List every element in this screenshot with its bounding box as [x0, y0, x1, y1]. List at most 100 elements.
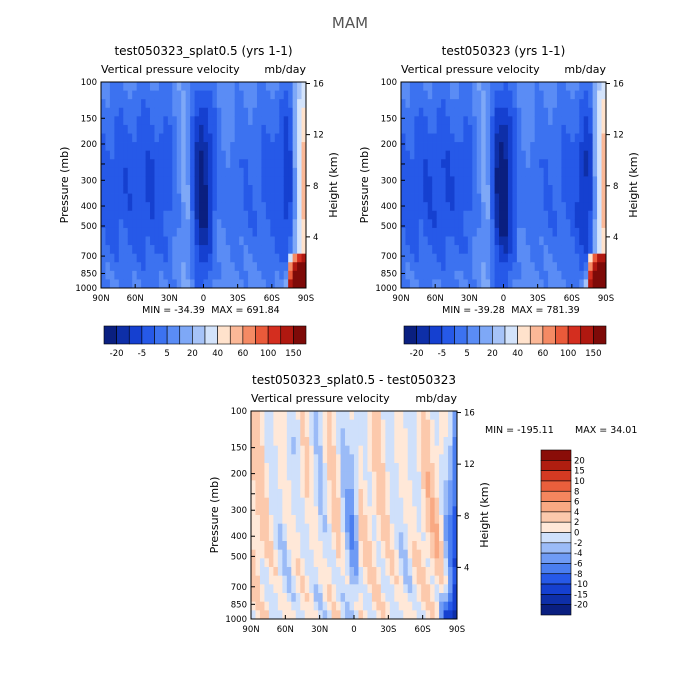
y-tick-label: 400	[81, 202, 97, 212]
field-cell	[601, 150, 607, 160]
field-cell	[304, 437, 310, 447]
field-cell	[230, 185, 236, 194]
field-cell	[401, 227, 406, 237]
field-cell	[434, 428, 440, 438]
field-cell	[259, 575, 265, 585]
field-cell	[354, 463, 359, 473]
field-cell	[432, 202, 438, 212]
field-cell	[439, 471, 444, 481]
field-cell	[291, 445, 297, 455]
field-cell	[403, 523, 409, 533]
field-cell	[412, 489, 418, 499]
field-cell	[430, 445, 436, 455]
field-cell	[548, 176, 553, 186]
field-cell	[318, 567, 324, 577]
field-cell	[385, 497, 391, 507]
field-cell	[485, 82, 491, 91]
field-cell	[313, 445, 319, 455]
field-cell	[521, 82, 527, 91]
field-cell	[295, 584, 301, 594]
field-cell	[565, 245, 571, 255]
field-cell	[301, 150, 307, 160]
field-cell	[286, 575, 292, 585]
field-cell	[349, 532, 355, 542]
field-cell	[443, 532, 449, 542]
field-cell	[423, 236, 429, 246]
field-cell	[380, 523, 386, 533]
field-cell	[601, 236, 607, 246]
field-cell	[597, 270, 602, 280]
field-cell	[354, 532, 359, 542]
field-cell	[101, 124, 106, 134]
field-cell	[234, 279, 240, 289]
field-cell	[597, 202, 602, 212]
field-cell	[230, 142, 236, 152]
colorbar-label: 5	[164, 349, 169, 359]
field-cell	[172, 245, 178, 255]
field-cell	[331, 610, 337, 620]
field-cell	[358, 575, 364, 585]
field-cell	[212, 116, 218, 126]
field-cell	[485, 219, 491, 229]
field-cell	[436, 99, 442, 109]
field-cell	[362, 549, 368, 559]
field-cell	[300, 428, 306, 438]
field-cell	[565, 159, 571, 169]
field-cell	[463, 270, 469, 280]
field-cell	[556, 133, 562, 143]
field-cell	[414, 150, 420, 160]
colorbar-label: 20	[487, 349, 498, 359]
field-cell	[322, 445, 328, 455]
field-cell	[503, 99, 509, 109]
field-cell	[225, 227, 231, 237]
field-cell	[114, 227, 120, 237]
colorbar-swatch	[280, 325, 294, 345]
field-cell	[256, 90, 262, 100]
field-cell	[588, 107, 594, 117]
field-cell	[283, 90, 289, 100]
field-cell	[136, 262, 142, 272]
field-cell	[221, 133, 227, 143]
field-cell	[494, 253, 500, 263]
field-cell	[114, 202, 120, 212]
field-cell	[503, 193, 509, 203]
field-cell	[574, 133, 580, 143]
field-cell	[441, 210, 446, 220]
field-cell	[507, 142, 513, 152]
field-cell	[176, 253, 182, 263]
field-cell	[499, 176, 504, 186]
field-cell	[282, 471, 288, 481]
field-cell	[114, 253, 120, 263]
field-cell	[512, 270, 518, 280]
field-cell	[409, 219, 415, 229]
field-cell	[409, 262, 415, 272]
field-cell	[548, 150, 553, 160]
field-cell	[439, 584, 444, 594]
field-cell	[445, 82, 451, 91]
field-cell	[286, 549, 292, 559]
field-cell	[367, 471, 373, 481]
field-cell	[490, 90, 495, 100]
field-cell	[349, 428, 355, 438]
field-cell	[418, 167, 424, 177]
colorbar-label: -5	[438, 349, 446, 359]
field-cell	[490, 159, 495, 169]
field-cell	[190, 185, 195, 194]
field-cell	[403, 584, 409, 594]
field-cell	[327, 567, 333, 577]
field-cell	[376, 506, 382, 516]
field-cell	[150, 262, 155, 272]
field-cell	[259, 506, 265, 516]
field-cell	[172, 279, 178, 289]
field-cell	[282, 506, 288, 516]
field-cell	[176, 193, 182, 203]
field-cell	[407, 549, 413, 559]
field-cell	[570, 245, 576, 255]
field-cell	[291, 558, 297, 568]
field-cell	[270, 279, 276, 289]
field-cell	[199, 236, 204, 246]
field-cell	[322, 454, 328, 464]
field-cell	[132, 227, 138, 237]
field-cell	[318, 445, 324, 455]
field-cell	[265, 193, 271, 203]
